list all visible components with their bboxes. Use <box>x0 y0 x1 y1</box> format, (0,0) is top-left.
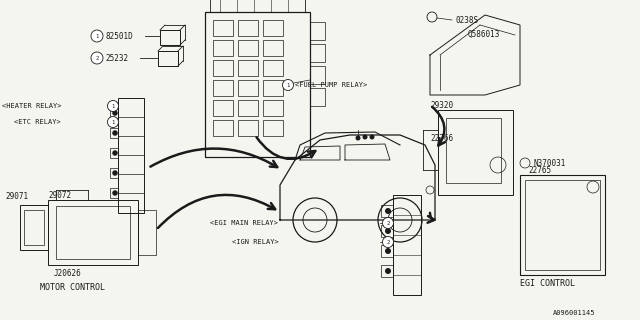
Circle shape <box>108 116 118 127</box>
Text: EGI CONTROL: EGI CONTROL <box>520 278 575 287</box>
Text: <FUEL PUMP RELAY>: <FUEL PUMP RELAY> <box>295 82 367 88</box>
Circle shape <box>91 52 103 64</box>
Text: 2: 2 <box>387 239 390 244</box>
Bar <box>110 168 118 178</box>
Bar <box>438 110 513 195</box>
Circle shape <box>282 79 294 91</box>
Bar <box>238 60 258 76</box>
Bar <box>158 51 178 66</box>
Text: 29320: 29320 <box>430 100 453 109</box>
Bar <box>210 0 305 12</box>
Bar <box>110 148 118 158</box>
Bar <box>110 108 118 118</box>
Bar <box>263 60 283 76</box>
Text: 82501D: 82501D <box>105 31 132 41</box>
Circle shape <box>385 268 391 274</box>
Circle shape <box>355 135 360 140</box>
Bar <box>520 175 605 275</box>
Text: 1: 1 <box>95 34 99 38</box>
Bar <box>238 80 258 96</box>
Circle shape <box>108 100 118 111</box>
Bar <box>213 80 233 96</box>
Bar <box>238 40 258 56</box>
Bar <box>213 60 233 76</box>
Text: 1: 1 <box>286 83 290 87</box>
Text: 25232: 25232 <box>105 53 128 62</box>
Circle shape <box>113 110 118 116</box>
Text: MOTOR CONTROL: MOTOR CONTROL <box>40 284 105 292</box>
Circle shape <box>385 248 391 254</box>
Circle shape <box>385 228 391 234</box>
Text: Q586013: Q586013 <box>468 29 500 38</box>
Circle shape <box>113 150 118 156</box>
Bar <box>20 205 48 250</box>
Circle shape <box>383 218 394 228</box>
Circle shape <box>362 134 367 140</box>
Bar <box>238 20 258 36</box>
Text: 22765: 22765 <box>528 165 551 174</box>
Bar <box>263 120 283 136</box>
Bar <box>446 118 501 183</box>
Bar <box>310 88 325 106</box>
Text: <IGN RELAY>: <IGN RELAY> <box>232 239 279 245</box>
Text: <HEATER RELAY>: <HEATER RELAY> <box>2 103 61 109</box>
Text: 1: 1 <box>111 103 115 108</box>
Bar <box>381 225 393 237</box>
Bar <box>263 100 283 116</box>
Bar <box>213 120 233 136</box>
Bar <box>213 20 233 36</box>
Circle shape <box>113 171 118 175</box>
Bar <box>238 100 258 116</box>
Text: 0238S: 0238S <box>455 15 478 25</box>
Text: <ETC RELAY>: <ETC RELAY> <box>14 119 61 125</box>
Text: 2: 2 <box>387 220 390 226</box>
Bar <box>205 12 310 157</box>
Bar <box>213 40 233 56</box>
Bar <box>263 80 283 96</box>
Bar <box>310 66 325 84</box>
Circle shape <box>91 30 103 42</box>
Bar <box>310 22 325 40</box>
Text: N370031: N370031 <box>533 158 565 167</box>
Bar <box>213 100 233 116</box>
Bar <box>263 20 283 36</box>
Bar <box>381 265 393 277</box>
Bar <box>263 40 283 56</box>
Circle shape <box>113 131 118 135</box>
Circle shape <box>385 208 391 214</box>
Circle shape <box>383 236 394 247</box>
Circle shape <box>113 190 118 196</box>
Bar <box>48 200 138 265</box>
Text: 2: 2 <box>95 55 99 60</box>
Bar <box>56 206 130 259</box>
Bar <box>393 195 421 295</box>
Bar <box>238 120 258 136</box>
Text: <EGI MAIN RELAY>: <EGI MAIN RELAY> <box>210 220 278 226</box>
Bar <box>160 30 180 45</box>
Bar <box>110 128 118 138</box>
Text: 29072: 29072 <box>48 190 71 199</box>
Bar <box>24 210 44 245</box>
Text: 22766: 22766 <box>430 133 453 142</box>
Bar <box>381 245 393 257</box>
Bar <box>138 210 156 255</box>
Text: 1: 1 <box>111 119 115 124</box>
Bar <box>381 205 393 217</box>
Text: J20626: J20626 <box>54 268 82 277</box>
Bar <box>310 44 325 62</box>
Bar <box>118 98 144 213</box>
Text: 29071: 29071 <box>5 191 28 201</box>
Bar <box>525 180 600 270</box>
Bar <box>110 188 118 198</box>
Circle shape <box>369 134 374 140</box>
Text: A096001145: A096001145 <box>552 310 595 316</box>
